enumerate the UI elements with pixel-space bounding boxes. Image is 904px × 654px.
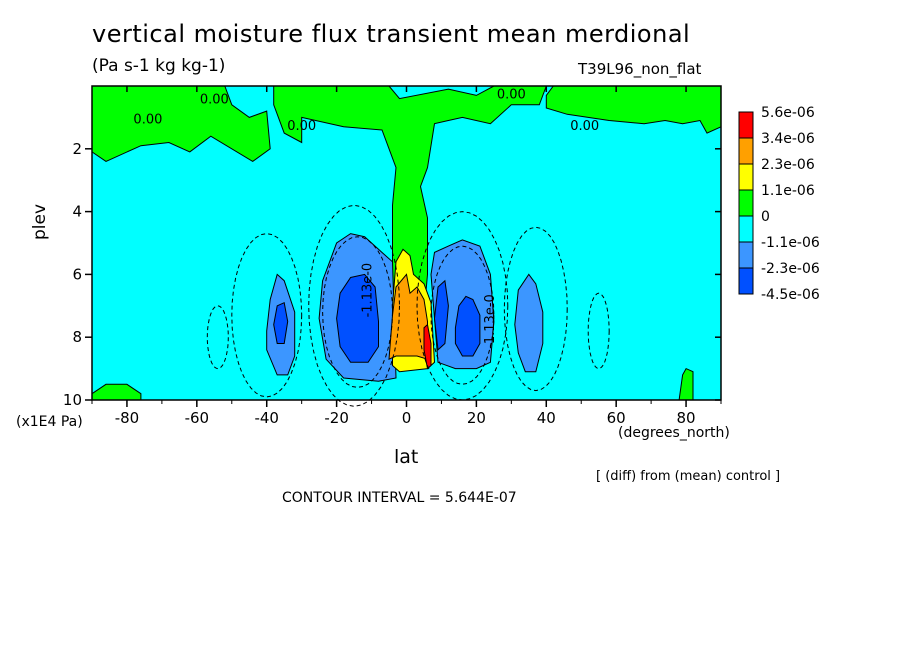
run-label: T39L96_non_flat bbox=[578, 60, 702, 78]
x-tick-label: 20 bbox=[467, 409, 486, 427]
x-tick-label: -20 bbox=[324, 409, 349, 427]
x-axis-ticks: -80 -60 -40 -20 0 20 40 60 80 bbox=[91, 86, 722, 427]
x-tick-label: 0 bbox=[402, 409, 412, 427]
green-region-top-left bbox=[91, 85, 271, 162]
chart-units: (Pa s-1 kg kg-1) bbox=[92, 56, 226, 76]
legend-swatch bbox=[738, 111, 754, 139]
y-tick-label: 2 bbox=[72, 140, 82, 158]
blue-mid-right bbox=[514, 273, 544, 373]
contour-neg-center-left-outer bbox=[308, 204, 401, 407]
blue-strong-right bbox=[454, 295, 481, 357]
y-tick-label: 10 bbox=[63, 391, 82, 409]
legend-label: -2.3e-06 bbox=[761, 261, 820, 277]
y-tick-label: 8 bbox=[72, 328, 82, 346]
x-tick-label: 60 bbox=[607, 409, 626, 427]
legend-label: 2.3e-06 bbox=[761, 157, 815, 173]
x-tick-label: 40 bbox=[537, 409, 556, 427]
contour-neg-right-outer bbox=[503, 226, 568, 392]
contour-label: -1.13e-0 bbox=[361, 263, 376, 318]
legend-label: 1.1e-06 bbox=[761, 183, 815, 199]
contour-labels: 0.00 0.00 0.00 0.00 0.00 -1.13e-0 -1.13e-0 bbox=[133, 88, 599, 349]
contour-label: 0.00 bbox=[570, 119, 599, 134]
y-tick-label: 6 bbox=[72, 265, 82, 283]
contour-label: 0.00 bbox=[200, 92, 229, 107]
plot-area bbox=[91, 85, 722, 407]
y-tick-label: 4 bbox=[72, 203, 82, 221]
blue-strong-left bbox=[336, 273, 379, 363]
y-axis-ticks: 2 4 6 8 10 bbox=[63, 140, 721, 409]
contour-label: -1.13e-0 bbox=[483, 294, 498, 349]
blue-strong-small-mid bbox=[433, 279, 449, 351]
legend-swatch bbox=[738, 241, 754, 269]
contour-regions bbox=[91, 85, 722, 401]
contour-neg-center-left-mid bbox=[322, 236, 394, 388]
legend-label: 3.4e-06 bbox=[761, 131, 815, 147]
y-axis-units: (x1E4 Pa) bbox=[16, 414, 83, 430]
red-region bbox=[423, 323, 432, 370]
contour-label: 0.00 bbox=[497, 88, 526, 103]
legend-label: -4.5e-06 bbox=[761, 287, 820, 303]
legend-label: -1.1e-06 bbox=[761, 235, 820, 251]
diff-note: [ (diff) from (mean) control ] bbox=[596, 469, 781, 484]
legend-swatch bbox=[738, 163, 754, 191]
contour-label: 0.00 bbox=[133, 113, 162, 128]
color-legend: 5.6e-06 3.4e-06 2.3e-06 1.1e-06 0 -1.1e-06 -2.… bbox=[738, 105, 820, 303]
contour-neg-center-right-mid bbox=[430, 245, 495, 385]
x-tick-label: -60 bbox=[185, 409, 210, 427]
x-axis-units: (degrees_north) bbox=[618, 425, 730, 441]
legend-swatch bbox=[738, 267, 754, 295]
x-tick-label: 80 bbox=[677, 409, 696, 427]
green-region-top-mid bbox=[273, 85, 548, 357]
contour-neg-left-outer bbox=[231, 233, 303, 398]
contour-interval: CONTOUR INTERVAL = 5.644E-07 bbox=[282, 490, 517, 506]
contour-neg-center-right-outer bbox=[416, 211, 509, 401]
orange-region bbox=[388, 273, 428, 361]
blue-strong-small-left bbox=[273, 301, 289, 344]
x-tick-label: -40 bbox=[254, 409, 279, 427]
legend-swatch bbox=[738, 189, 754, 217]
legend-swatch bbox=[738, 215, 754, 243]
x-axis-label: lat bbox=[394, 446, 419, 468]
legend-swatch bbox=[738, 137, 754, 165]
chart-title: vertical moisture flux transient mean me… bbox=[92, 20, 691, 48]
legend-label: 0 bbox=[761, 209, 770, 225]
contour-lines bbox=[206, 204, 610, 407]
contour-label: 0.00 bbox=[287, 119, 316, 134]
x-tick-label: -80 bbox=[115, 409, 140, 427]
legend-label: 5.6e-06 bbox=[761, 105, 815, 121]
